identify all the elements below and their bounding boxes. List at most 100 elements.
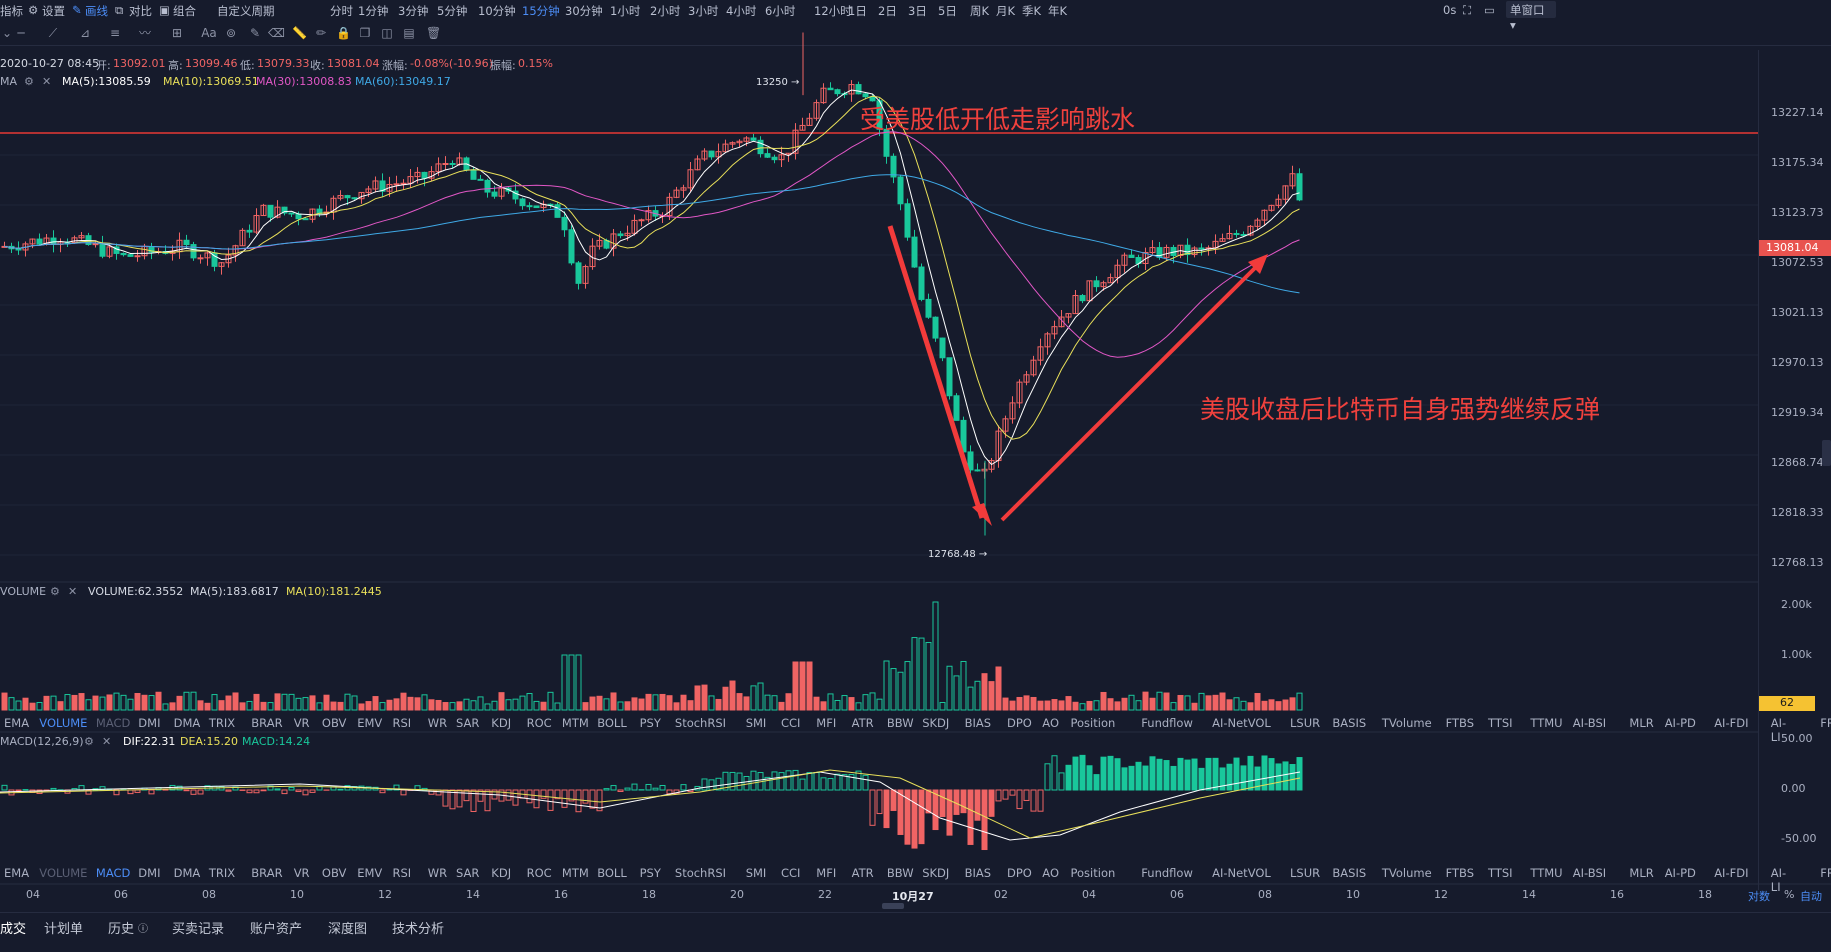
tabs2-obv[interactable]: OBV: [321, 866, 347, 880]
tab-trades[interactable]: 成交: [0, 922, 27, 937]
tabs1-roc[interactable]: ROC: [526, 716, 552, 730]
combo-button[interactable]: 组合: [173, 4, 196, 18]
tabs1-mfi[interactable]: MFI: [816, 716, 837, 730]
tabs2-vr[interactable]: VR: [293, 866, 310, 880]
period-3[interactable]: 5分钟: [437, 4, 468, 18]
period-6[interactable]: 30分钟: [565, 4, 603, 18]
period-20[interactable]: 年K: [1048, 4, 1068, 18]
tabs1-trix[interactable]: TRIX: [208, 716, 236, 730]
tabs2-dmi[interactable]: DMI: [138, 866, 161, 880]
tabs2-ai-li[interactable]: AI-LI: [1770, 866, 1787, 894]
trend-tool-icon[interactable]: ⟋: [48, 26, 58, 40]
wave-tool-icon[interactable]: 〰: [138, 26, 151, 40]
price-axis[interactable]: 13227.14 13175.34 13123.73 13072.53 13021.13…: [1758, 50, 1831, 890]
tabs1-ao[interactable]: AO: [1042, 716, 1060, 730]
settings-button[interactable]: 设置: [42, 4, 65, 18]
tabs2-ao[interactable]: AO: [1042, 866, 1060, 880]
tabs2-mlr[interactable]: MLR: [1629, 866, 1654, 880]
tabs2-ai-fdi[interactable]: AI-FDI: [1714, 866, 1749, 880]
period-8[interactable]: 2小时: [650, 4, 681, 18]
magnet-icon[interactable]: ⊚: [225, 26, 237, 40]
tabs1-bbw[interactable]: BBW: [886, 716, 914, 730]
panel-collapse-handle[interactable]: [1822, 440, 1831, 466]
tabs2-mfi[interactable]: MFI: [816, 866, 837, 880]
tabs1-bias[interactable]: BIAS: [964, 716, 992, 730]
tabs2-trix[interactable]: TRIX: [208, 866, 236, 880]
tabs2-rsi[interactable]: RSI: [392, 866, 412, 880]
tab-trade-records[interactable]: 买卖记录: [172, 922, 225, 937]
line-tool-icon[interactable]: ─: [17, 26, 25, 40]
tabs2-ema[interactable]: EMA: [4, 866, 30, 880]
tabs2-position[interactable]: Position: [1070, 866, 1116, 880]
fib-tool-icon[interactable]: ⊿: [79, 26, 91, 40]
settings-gear-icon[interactable]: ⚙: [28, 3, 39, 17]
auto-scale-toggle[interactable]: 自动: [1800, 890, 1822, 903]
tabs1-ttsi[interactable]: TTSI: [1488, 716, 1513, 730]
period-13[interactable]: 1日: [848, 4, 867, 18]
trash-icon[interactable]: 🗑: [426, 26, 442, 40]
volume-close-icon[interactable]: ✕: [68, 585, 78, 598]
period-4[interactable]: 10分钟: [478, 4, 516, 18]
tabs2-dpo[interactable]: DPO: [1007, 866, 1032, 880]
percent-scale-toggle[interactable]: %: [1784, 888, 1795, 901]
tabs1-volume[interactable]: VOLUME: [39, 716, 88, 730]
tabs1-mtm[interactable]: MTM: [561, 716, 589, 730]
period-2[interactable]: 3分钟: [398, 4, 429, 18]
tab-depth-chart[interactable]: 深度图: [328, 922, 368, 937]
tabs2-basis[interactable]: BASIS: [1332, 866, 1367, 880]
tabs2-macd[interactable]: MACD: [95, 866, 131, 880]
brush-icon[interactable]: ✎: [249, 26, 261, 40]
template-icon[interactable]: ▤: [403, 26, 415, 40]
lock-icon[interactable]: 🔒: [336, 26, 351, 40]
tabs2-stochrsi[interactable]: StochRSI: [674, 866, 727, 880]
cursor-tool-icon[interactable]: ⌄: [1, 26, 13, 40]
tabs2-mtm[interactable]: MTM: [561, 866, 589, 880]
period-7[interactable]: 1小时: [610, 4, 641, 18]
tabs2-bias[interactable]: BIAS: [964, 866, 992, 880]
tabs1-vr[interactable]: VR: [293, 716, 310, 730]
tabs2-ai-netvol[interactable]: AI-NetVOL: [1212, 866, 1271, 880]
tabs2-bbw[interactable]: BBW: [886, 866, 914, 880]
tabs1-dmi[interactable]: DMI: [138, 716, 161, 730]
period-18[interactable]: 月K: [996, 4, 1016, 18]
tabs2-brar[interactable]: BRAR: [251, 866, 283, 880]
window-mode-select[interactable]: 单窗口 ▾: [1506, 1, 1556, 32]
period-11[interactable]: 6小时: [765, 4, 796, 18]
tabs2-boll[interactable]: BOLL: [597, 866, 627, 880]
tabs1-ai-netvol[interactable]: AI-NetVOL: [1212, 716, 1271, 730]
period-10[interactable]: 4小时: [726, 4, 757, 18]
annotation-top[interactable]: 受美股低开低走影响跳水: [860, 105, 1136, 134]
tabs1-dma[interactable]: DMA: [173, 716, 201, 730]
tabs1-fundflow[interactable]: Fundflow: [1141, 716, 1193, 730]
tabs2-smi[interactable]: SMI: [745, 866, 767, 880]
period-9[interactable]: 3小时: [688, 4, 719, 18]
tabs2-roc[interactable]: ROC: [526, 866, 552, 880]
tabs1-kdj[interactable]: KDJ: [491, 716, 512, 730]
copy-icon[interactable]: ❐: [359, 26, 371, 40]
tabs1-brar[interactable]: BRAR: [251, 716, 283, 730]
tabs1-ai-fdi[interactable]: AI-FDI: [1714, 716, 1749, 730]
time-scroll-handle[interactable]: [882, 903, 904, 909]
tab-account-assets[interactable]: 账户资产: [250, 922, 303, 937]
period-12[interactable]: 12小时: [814, 4, 852, 18]
tabs1-ema[interactable]: EMA: [4, 716, 30, 730]
time-axis[interactable]: 04 06 08 10 12 14 16 18 20 22 10月27 02 04 06 08 10 12 14 1…: [0, 888, 1758, 904]
tabs2-sar[interactable]: SAR: [456, 866, 480, 880]
pencil-icon[interactable]: ✏: [315, 26, 327, 40]
tabs1-wr[interactable]: WR: [427, 716, 448, 730]
eraser-icon[interactable]: ⌫: [268, 26, 285, 40]
tabs1-boll[interactable]: BOLL: [597, 716, 627, 730]
tabs1-sar[interactable]: SAR: [456, 716, 480, 730]
combo-icon[interactable]: ▣: [159, 3, 170, 17]
tab-history[interactable]: 历史: [108, 922, 135, 937]
tabs2-skdj[interactable]: SKDJ: [922, 866, 950, 880]
period-1[interactable]: 1分钟: [358, 4, 389, 18]
indicator-button[interactable]: 指标: [0, 4, 23, 18]
tabs1-ftbs[interactable]: FTBS: [1445, 716, 1475, 730]
tabs2-kdj[interactable]: KDJ: [491, 866, 512, 880]
log-scale-toggle[interactable]: 对数: [1748, 890, 1770, 903]
volume-settings-icon[interactable]: ⚙: [50, 585, 60, 598]
tabs1-cci[interactable]: CCI: [781, 716, 801, 730]
tabs2-tvolume[interactable]: TVolume: [1381, 866, 1432, 880]
tabs1-ai-pd[interactable]: AI-PD: [1664, 716, 1696, 730]
